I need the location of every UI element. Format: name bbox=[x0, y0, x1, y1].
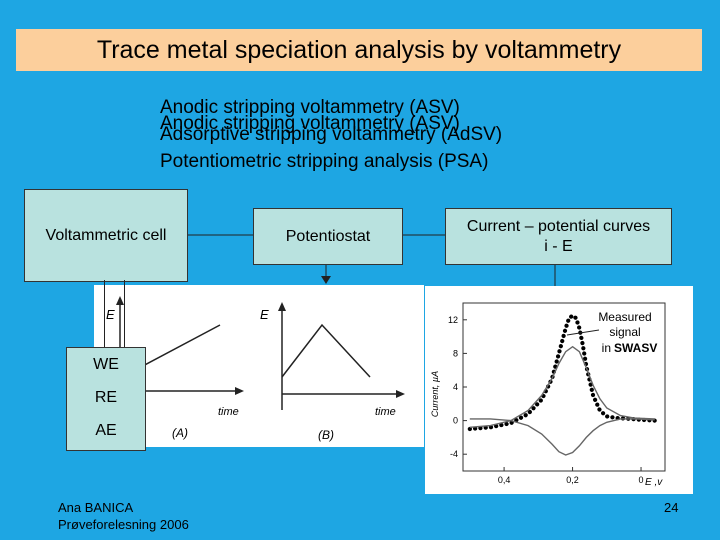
voltammogram-panel: 12 8 4 0 -4 0,4 0,2 0 Current, µA E ,v Measured… bbox=[425, 286, 693, 494]
y-tick-label: -4 bbox=[450, 449, 458, 459]
series-1-curve bbox=[469, 345, 655, 428]
waveform-a-y-arrow bbox=[116, 296, 124, 305]
electrode-re: RE bbox=[94, 389, 118, 406]
voltammetric-cell-box: Voltammetric cell bbox=[24, 189, 188, 282]
annotation-line-1: Measured bbox=[598, 310, 651, 324]
potentiostat-arrow-head bbox=[321, 276, 331, 284]
annotation-line-2: signal bbox=[609, 325, 640, 339]
electrode-ae: AE bbox=[95, 422, 117, 439]
waveform-b-triangle bbox=[281, 323, 371, 378]
y-tick-label: 4 bbox=[453, 382, 458, 392]
waveform-a-y-label: E bbox=[106, 307, 115, 322]
technique-asv: Anodic stripping voltammetry (ASV) bbox=[160, 97, 460, 118]
waveform-b-caption: (B) bbox=[318, 428, 334, 442]
slide-title: Trace metal speciation analysis by volta… bbox=[96, 35, 622, 64]
current-potential-box: Current – potential curves i - E bbox=[445, 208, 672, 265]
electrode-we: WE bbox=[93, 356, 119, 373]
x-tick-label: 0,4 bbox=[498, 475, 511, 485]
re-wire bbox=[124, 280, 125, 347]
waveform-b-y-arrow bbox=[278, 302, 286, 311]
annotation-pointer bbox=[566, 329, 600, 336]
waveform-a-x-arrow bbox=[235, 387, 244, 395]
page-number: 24 bbox=[664, 500, 679, 515]
x-tick-label: 0,2 bbox=[566, 475, 579, 485]
potentiostat-box: Potentiostat bbox=[253, 208, 403, 265]
annotation-line-3: in bbox=[602, 341, 611, 355]
series-0-dotted-curve bbox=[467, 313, 657, 432]
tick-layer: 12 8 4 0 -4 0,4 0,2 0 bbox=[448, 315, 644, 485]
waveform-a-caption: (A) bbox=[172, 426, 188, 440]
curve-layer bbox=[467, 313, 657, 456]
footer-event: Prøveforelesning 2006 bbox=[58, 517, 189, 532]
waveform-b-y-label: E bbox=[260, 307, 269, 322]
potentiostat-label: Potentiostat bbox=[285, 227, 371, 245]
annotation-line-4: SWASV bbox=[614, 341, 657, 355]
waveform-panel: E time (A) E time (B) bbox=[94, 285, 424, 447]
y-axis-label: Current, µA bbox=[430, 371, 440, 417]
footer-left: Ana BANICA Prøveforelesning 2006 bbox=[58, 499, 189, 533]
waveform-a-x-label: time bbox=[218, 406, 239, 418]
voltammetric-cell-label: Voltammetric cell bbox=[45, 226, 167, 244]
series-2-curve bbox=[469, 418, 655, 456]
technique-asv-overlap: Anodic stripping voltammetry (ASV) bbox=[160, 113, 460, 134]
voltammogram-chart: 12 8 4 0 -4 0,4 0,2 0 Current, µA E ,v Measured… bbox=[430, 302, 666, 488]
x-tick-label: 0 bbox=[639, 475, 644, 485]
waveform-b-x-arrow bbox=[396, 390, 405, 398]
footer-author: Ana BANICA bbox=[58, 500, 134, 515]
technique-psa: Potentiometric stripping analysis (PSA) bbox=[160, 151, 489, 172]
waveform-b-x-label: time bbox=[375, 406, 396, 418]
title-bar: Trace metal speciation analysis by volta… bbox=[16, 29, 702, 71]
curves-sublabel: i - E bbox=[544, 237, 573, 255]
y-tick-label: 8 bbox=[453, 348, 458, 358]
electrode-box: WE RE AE bbox=[66, 347, 146, 451]
y-tick-label: 12 bbox=[448, 315, 458, 325]
technique-adsv: Adsorptive stripping voltammetry (AdSV) bbox=[160, 124, 503, 145]
we-wire bbox=[104, 280, 105, 347]
x-axis-label: E ,v bbox=[645, 477, 663, 488]
y-tick-label: 0 bbox=[453, 416, 458, 426]
curves-label: Current – potential curves bbox=[466, 217, 651, 235]
